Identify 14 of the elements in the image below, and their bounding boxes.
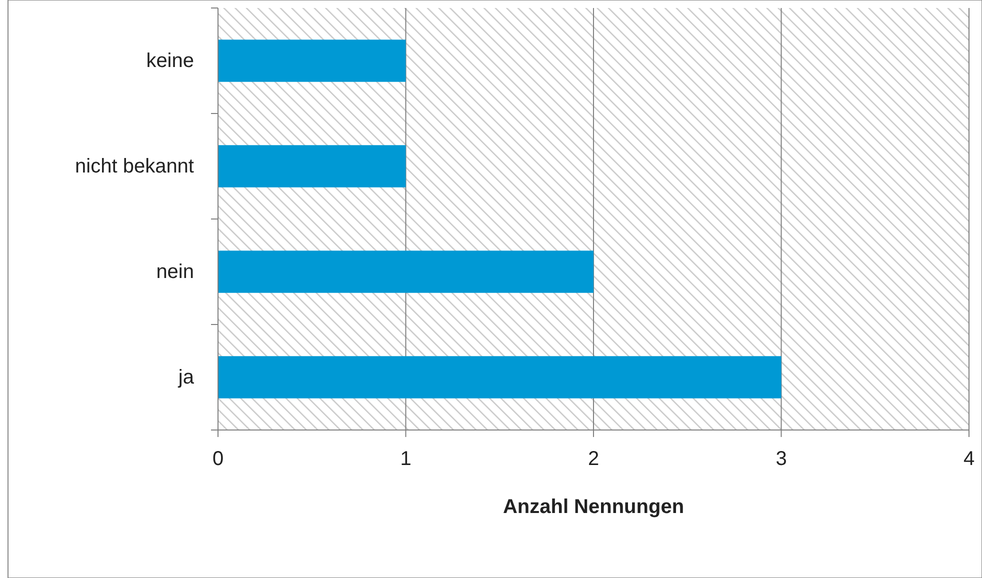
x-tick-label: 2 [588,448,600,470]
y-tick-label: ja [177,366,195,388]
bar [218,356,782,398]
y-tick-label: keine [146,50,194,72]
y-tick-label: nein [156,260,194,283]
x-tick-label: 4 [963,448,975,470]
x-tick-label: 0 [212,448,224,470]
y-tick-label: nicht bekannt [75,155,194,178]
x-tick-label: 1 [400,448,412,470]
bar [218,145,406,188]
bar [218,250,594,293]
x-axis-title: Anzahl Nennungen [502,496,684,518]
x-tick-label: 3 [776,448,787,470]
bar [218,40,406,82]
